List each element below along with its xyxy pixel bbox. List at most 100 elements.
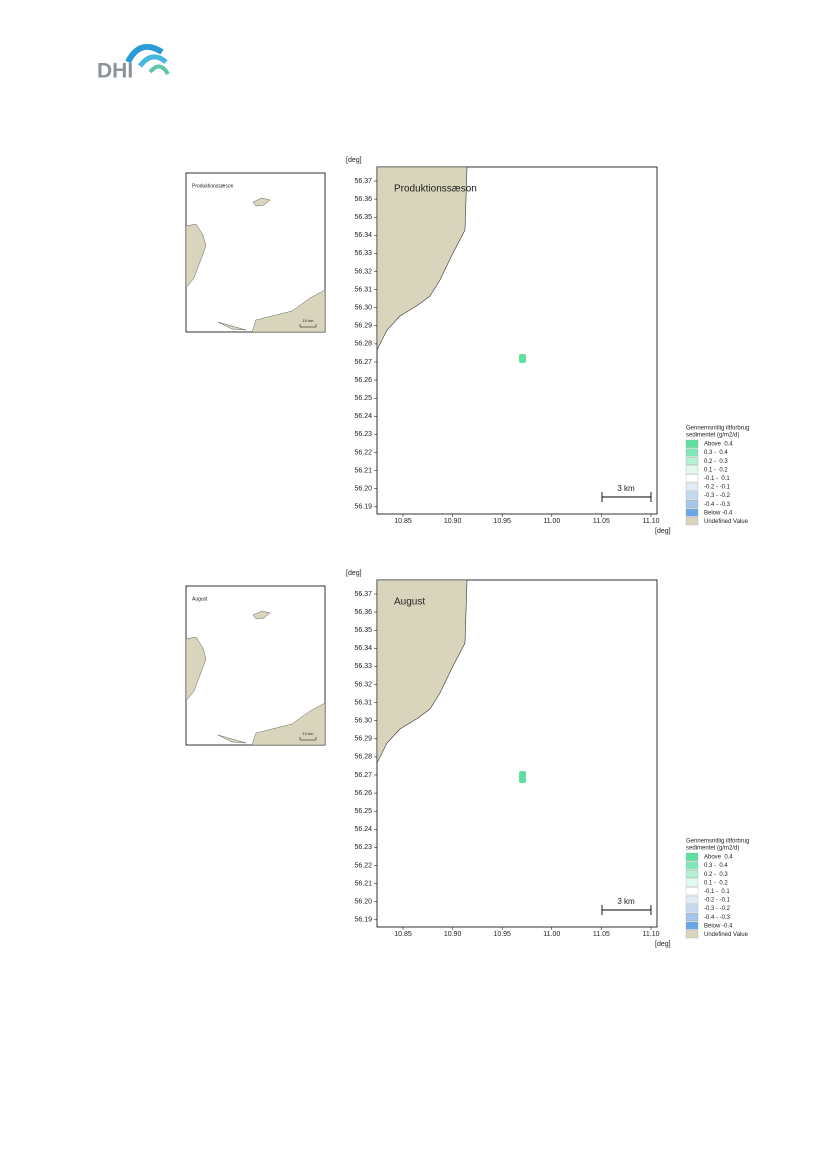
y-tick-label: 56.26 bbox=[354, 790, 372, 797]
inset-scale-label: 10 km bbox=[303, 318, 315, 323]
x-tick-label: 11.00 bbox=[543, 518, 560, 525]
legend-swatch bbox=[685, 887, 699, 896]
legend-label: -0.2 - -0.1 bbox=[704, 898, 731, 904]
y-tick-label: 56.32 bbox=[354, 681, 372, 688]
y-tick-label: 56.31 bbox=[354, 699, 372, 706]
logo-text: DHI bbox=[97, 60, 133, 83]
inset-label: Produktionssæson bbox=[192, 183, 234, 189]
legend-label: -0.3 - -0.2 bbox=[704, 906, 731, 912]
legend-label: Below -0.4 bbox=[704, 923, 733, 929]
legend-swatch bbox=[685, 904, 699, 913]
legend-swatch bbox=[685, 878, 699, 887]
x-tick-label: 11.10 bbox=[643, 518, 660, 525]
legend-label: -0.2 - -0.1 bbox=[704, 485, 731, 491]
legend-swatch bbox=[685, 457, 699, 465]
y-tick-label: 56.19 bbox=[354, 504, 372, 511]
legend-swatch bbox=[685, 474, 699, 483]
legend-label: -0.4 - -0.3 bbox=[704, 502, 731, 508]
y-tick-label: 56.23 bbox=[354, 844, 372, 851]
y-unit: [deg] bbox=[346, 570, 362, 577]
map-patch bbox=[519, 354, 526, 363]
y-tick-label: 56.25 bbox=[354, 808, 372, 815]
y-tick-label: 56.28 bbox=[354, 341, 372, 348]
inset-label: August bbox=[192, 596, 208, 602]
legend-swatch bbox=[685, 500, 699, 508]
x-tick-label: 11.05 bbox=[593, 518, 610, 525]
y-tick-label: 56.31 bbox=[354, 286, 372, 293]
legend-label: 0.1 - 0.2 bbox=[704, 880, 728, 886]
legend-label: Undefined Value bbox=[704, 519, 749, 525]
inset-scale-bar bbox=[299, 737, 317, 741]
inset-island bbox=[252, 197, 271, 207]
x-tick-label: 10.95 bbox=[493, 931, 511, 938]
y-tick-label: 56.30 bbox=[354, 718, 372, 725]
scale-bar bbox=[601, 905, 652, 915]
y-tick-label: 56.35 bbox=[354, 627, 372, 634]
map-land bbox=[376, 166, 468, 351]
legend-label: -0.3 - -0.2 bbox=[704, 493, 731, 499]
legend-swatch bbox=[685, 930, 699, 939]
legend-swatch bbox=[685, 448, 699, 457]
x-tick-label: 11.05 bbox=[593, 931, 610, 938]
y-tick-label: 56.34 bbox=[354, 645, 372, 652]
inset-scale-bar bbox=[299, 324, 317, 328]
map-patch bbox=[519, 771, 526, 783]
legend-title: sedimentet (g/m2/d) bbox=[686, 433, 739, 439]
y-tick-label: 56.26 bbox=[354, 377, 372, 384]
legend-swatch bbox=[685, 439, 699, 448]
y-tick-label: 56.35 bbox=[354, 214, 372, 221]
x-tick-label: 11.00 bbox=[543, 931, 560, 938]
scale-bar bbox=[601, 492, 652, 502]
y-tick-label: 56.27 bbox=[354, 772, 372, 779]
legend-label: -0.1 - 0.1 bbox=[704, 889, 730, 895]
y-tick-label: 56.36 bbox=[354, 609, 372, 616]
y-tick-label: 56.20 bbox=[354, 899, 372, 906]
x-tick-label: 11.10 bbox=[643, 931, 660, 938]
y-tick-label: 56.22 bbox=[354, 449, 372, 456]
y-tick-label: 56.21 bbox=[354, 880, 372, 887]
x-tick-label: 10.90 bbox=[444, 931, 462, 938]
map-title: August bbox=[394, 597, 425, 608]
y-tick-label: 56.33 bbox=[354, 663, 372, 670]
x-tick-label: 10.85 bbox=[394, 518, 412, 525]
y-tick-label: 56.25 bbox=[354, 395, 372, 402]
legend-swatch bbox=[685, 852, 699, 861]
inset-island bbox=[217, 321, 247, 331]
x-unit: [deg] bbox=[655, 528, 671, 535]
legend-swatch bbox=[685, 491, 699, 500]
legend-title: Gennemsnitlig iltforbrug bbox=[686, 839, 749, 845]
legend-swatch bbox=[685, 465, 699, 474]
y-tick-label: 56.28 bbox=[354, 754, 372, 761]
x-unit: [deg] bbox=[655, 941, 671, 948]
y-tick-label: 56.37 bbox=[354, 591, 372, 598]
y-tick-label: 56.32 bbox=[354, 268, 372, 275]
legend-label: Above 0.4 bbox=[704, 855, 733, 861]
inset-land bbox=[251, 289, 326, 333]
legend-label: -0.1 - 0.1 bbox=[704, 476, 730, 482]
y-tick-label: 56.29 bbox=[354, 323, 372, 330]
legend-label: Above 0.4 bbox=[704, 442, 733, 448]
y-unit: [deg] bbox=[346, 157, 362, 164]
inset-scale-label: 10 km bbox=[303, 731, 315, 736]
legend-label: Undefined Value bbox=[704, 932, 749, 938]
inset-island bbox=[217, 734, 247, 744]
map-land bbox=[376, 579, 468, 764]
legend-title: sedimentet (g/m2/d) bbox=[686, 846, 739, 852]
inset-land bbox=[185, 223, 207, 289]
legend-label: 0.3 - 0.4 bbox=[704, 863, 728, 869]
legend-label: -0.4 - -0.3 bbox=[704, 915, 731, 921]
legend-swatch bbox=[685, 895, 699, 904]
y-tick-label: 56.33 bbox=[354, 250, 372, 257]
scale-bar-label: 3 km bbox=[617, 897, 635, 906]
y-tick-label: 56.19 bbox=[354, 917, 372, 924]
y-tick-label: 56.37 bbox=[354, 178, 372, 185]
legend-swatch bbox=[685, 861, 699, 870]
y-tick-label: 56.30 bbox=[354, 305, 372, 312]
y-tick-label: 56.22 bbox=[354, 862, 372, 869]
legend-label: 0.2 - 0.3 bbox=[704, 872, 728, 878]
legend-label: 0.1 - 0.2 bbox=[704, 467, 728, 473]
inset-land bbox=[185, 636, 207, 702]
legend-swatch bbox=[685, 870, 699, 878]
legend-swatch bbox=[685, 913, 699, 921]
